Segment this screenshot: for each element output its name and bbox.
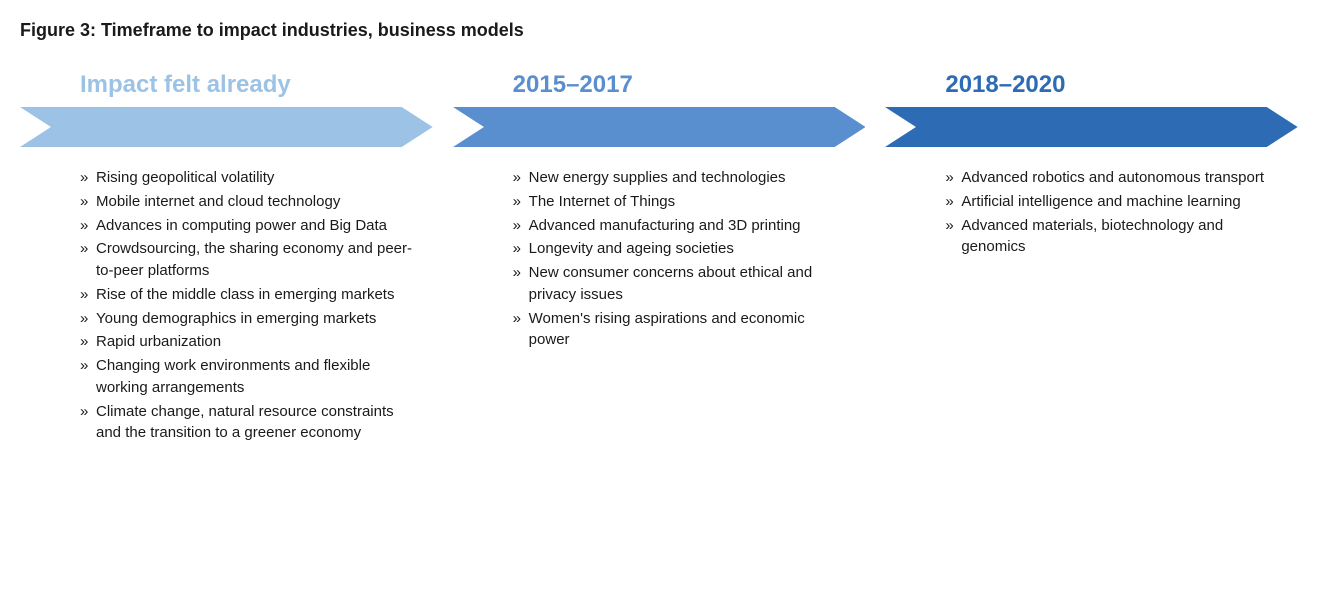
list-item: Rise of the middle class in emerging mar… (80, 284, 413, 306)
arrow-already (20, 107, 433, 147)
list-item: Crowdsourcing, the sharing economy and p… (80, 238, 413, 282)
arrow-2018-2020 (885, 107, 1298, 147)
phase-already: Impact felt already Rising geopolitical … (20, 71, 453, 446)
list-item: Advances in computing power and Big Data (80, 215, 413, 237)
figure-title: Figure 3: Timeframe to impact industries… (20, 20, 1318, 41)
arrow-shape-icon (453, 107, 866, 147)
list-item: New consumer concerns about ethical and … (513, 262, 846, 306)
phase-2015-2017: 2015–2017 New energy supplies and techno… (453, 71, 886, 446)
list-item: New energy supplies and technologies (513, 167, 846, 189)
bullet-list-already: Rising geopolitical volatility Mobile in… (20, 167, 433, 446)
bullet-list-2018-2020: Advanced robotics and autonomous transpo… (885, 167, 1298, 260)
bullet-list-2015-2017: New energy supplies and technologies The… (453, 167, 866, 353)
arrow-2015-2017 (453, 107, 866, 147)
arrow-shape-icon (885, 107, 1298, 147)
phase-2018-2020: 2018–2020 Advanced robotics and autonomo… (885, 71, 1318, 446)
list-item: Rapid urbanization (80, 331, 413, 353)
list-item: Rising geopolitical volatility (80, 167, 413, 189)
phase-header-2018-2020: 2018–2020 (885, 71, 1298, 99)
list-item: Women's rising aspirations and economic … (513, 308, 846, 352)
list-item: Advanced manufacturing and 3D printing (513, 215, 846, 237)
timeline-container: Impact felt already Rising geopolitical … (20, 71, 1318, 446)
list-item: The Internet of Things (513, 191, 846, 213)
arrow-shape-icon (20, 107, 433, 147)
list-item: Longevity and ageing societies (513, 238, 846, 260)
list-item: Advanced materials, biotechnology and ge… (945, 215, 1278, 259)
phase-header-already: Impact felt already (20, 71, 433, 99)
phase-header-2015-2017: 2015–2017 (453, 71, 866, 99)
list-item: Artificial intelligence and machine lear… (945, 191, 1278, 213)
list-item: Changing work environments and flexible … (80, 355, 413, 399)
list-item: Advanced robotics and autonomous transpo… (945, 167, 1278, 189)
list-item: Young demographics in emerging markets (80, 308, 413, 330)
list-item: Climate change, natural resource constra… (80, 401, 413, 445)
list-item: Mobile internet and cloud technology (80, 191, 413, 213)
